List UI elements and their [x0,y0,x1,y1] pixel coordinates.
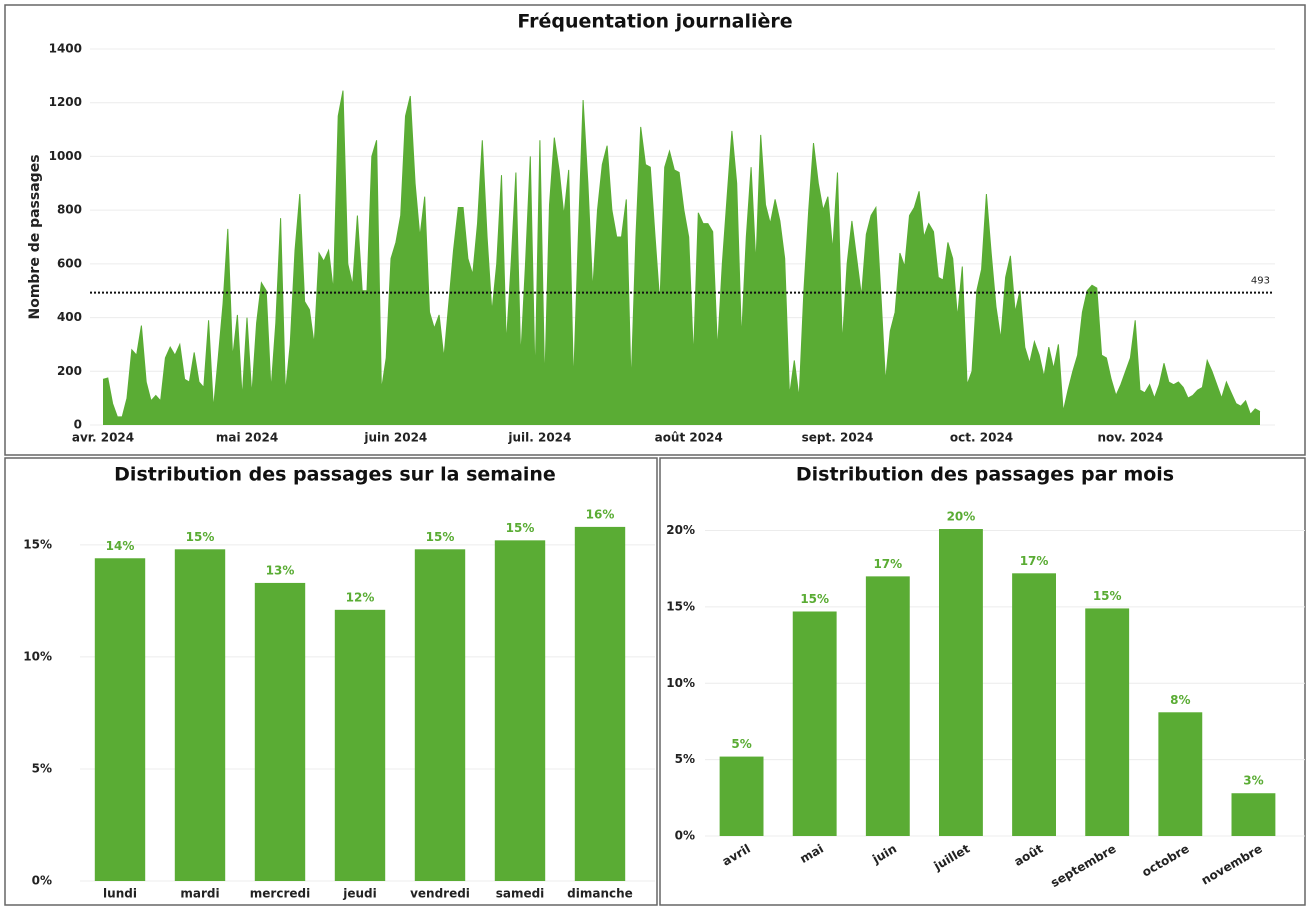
bar [94,558,146,881]
bar [1012,573,1056,836]
value-label: 15% [186,530,215,544]
bar [939,529,983,836]
y-tick-label: 20% [666,523,695,537]
bar [792,611,837,836]
x-tick-label: septembre [1048,842,1118,891]
y-tick-label: 1000 [49,149,82,163]
x-tick-label: jeudi [342,887,377,901]
x-tick-label: juin [869,842,899,867]
value-label: 8% [1170,693,1190,707]
x-tick-label: juil. 2024 [507,431,571,445]
x-tick-label: sept. 2024 [802,431,874,445]
bar [1158,712,1203,836]
y-tick-label: 400 [57,310,82,324]
x-tick-label: mai 2024 [216,431,278,445]
x-tick-label: samedi [496,887,545,901]
value-label: 17% [873,557,902,571]
y-tick-label: 15% [666,599,695,613]
x-tick-label: oct. 2024 [950,431,1013,445]
x-tick-label: dimanche [567,887,633,901]
bar [334,609,386,881]
y-axis-label: Nombre de passages [27,154,43,319]
x-tick-label: juin 2024 [363,431,427,445]
bar [1085,608,1130,836]
value-label: 13% [266,563,295,577]
x-tick-label: octobre [1140,842,1192,880]
value-label: 15% [426,530,455,544]
y-tick-label: 1200 [49,95,82,109]
value-label: 14% [106,539,135,553]
y-tick-label: 10% [23,649,52,663]
bar [494,540,546,881]
y-tick-label: 10% [666,676,695,690]
y-tick-label: 5% [32,761,52,775]
x-tick-label: mercredi [250,887,310,901]
area-fill [103,90,1260,425]
value-label: 20% [947,510,976,524]
value-label: 3% [1243,774,1263,788]
x-tick-label: novembre [1199,842,1265,888]
x-tick-label: nov. 2024 [1097,431,1163,445]
value-label: 5% [731,737,751,751]
bar [719,756,764,836]
x-tick-label: mai [798,842,826,866]
chart-title: Fréquentation journalière [517,11,792,33]
x-tick-label: août 2024 [655,431,723,445]
y-tick-label: 600 [57,256,82,270]
x-tick-label: avril [720,842,753,869]
bar [174,549,226,881]
panel [4,457,658,906]
y-tick-label: 15% [23,537,52,551]
y-tick-label: 200 [57,364,82,378]
reference-label: 493 [1251,276,1270,287]
chart-title: Distribution des passages par mois [796,464,1174,486]
area-line [102,90,1261,418]
y-tick-label: 0 [74,418,82,432]
bar [1231,793,1276,836]
x-tick-label: août [1012,841,1046,869]
y-tick-label: 0% [32,874,52,888]
value-label: 15% [1093,589,1122,603]
value-label: 16% [586,507,615,521]
y-tick-label: 800 [57,203,82,217]
x-tick-label: juillet [931,841,973,873]
panel [4,4,1306,456]
chart-title: Distribution des passages sur la semaine [114,464,556,486]
y-tick-label: 0% [675,829,695,843]
value-label: 12% [346,590,375,604]
panel [659,457,1306,906]
bar [865,576,910,836]
bar [574,526,626,881]
x-tick-label: mardi [180,887,219,901]
value-label: 15% [506,521,535,535]
y-tick-label: 5% [675,752,695,766]
x-tick-label: vendredi [410,887,470,901]
bar [414,549,466,881]
value-label: 15% [800,592,829,606]
x-tick-label: lundi [103,887,137,901]
y-tick-label: 1400 [49,42,82,56]
x-tick-label: avr. 2024 [72,431,134,445]
value-label: 17% [1020,554,1049,568]
bar [254,582,306,881]
